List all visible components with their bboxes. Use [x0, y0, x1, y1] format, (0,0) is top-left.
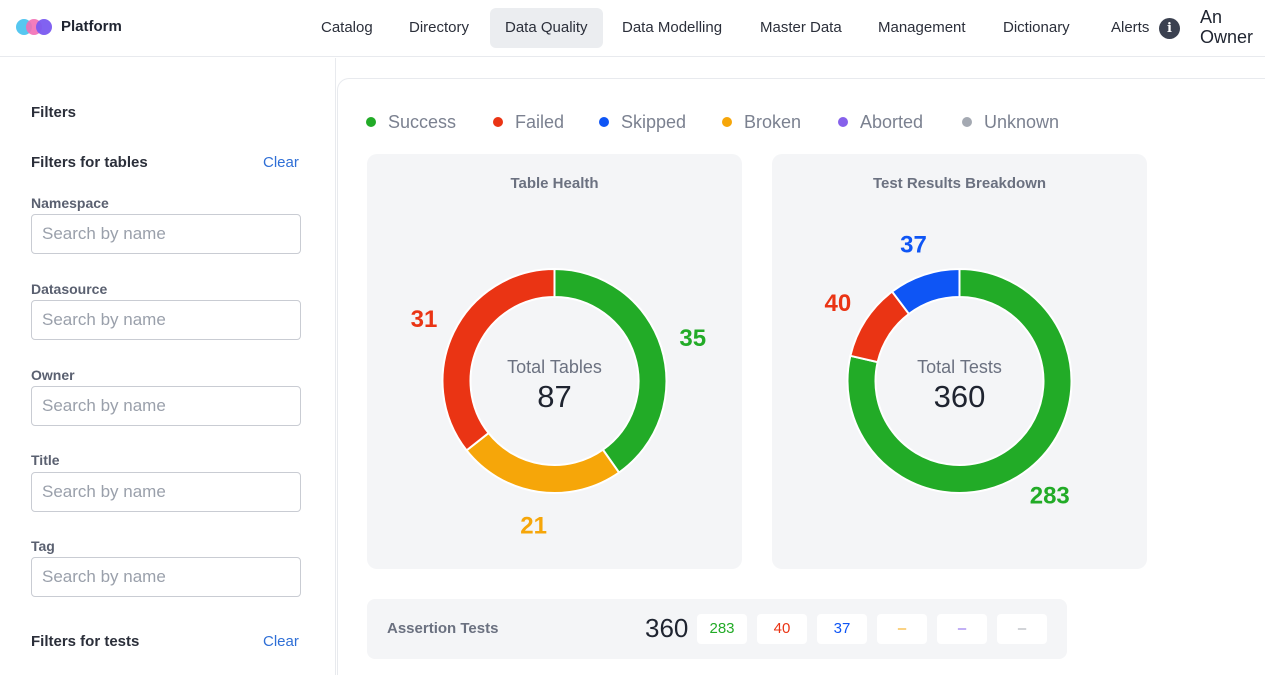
legend-item-failed[interactable]: Failed — [493, 110, 564, 134]
clear-table-filters-button[interactable]: Clear — [263, 154, 299, 171]
legend-label: Failed — [515, 112, 565, 132]
donut-slice-broken[interactable] — [465, 431, 621, 494]
slice-value-label-skipped: 37 — [900, 231, 927, 258]
assertion-broken-count: – — [877, 614, 927, 644]
donut-center-value: 87 — [537, 379, 571, 414]
legend-item-unknown[interactable]: Unknown — [962, 110, 1059, 134]
legend-label: Success — [388, 112, 457, 132]
nav-directory[interactable]: Directory — [409, 19, 470, 36]
broken-dot-icon — [722, 117, 732, 127]
assertion-success-count: 283 — [697, 614, 747, 644]
legend-label: Skipped — [621, 112, 687, 132]
platform-logo-icon[interactable] — [15, 17, 55, 37]
legend-label: Aborted — [860, 112, 924, 132]
datasource-search-input[interactable] — [31, 300, 301, 340]
nav-dictionary[interactable]: Dictionary — [1003, 19, 1070, 36]
assertion-tests-row[interactable]: Assertion Tests 360 283 40 37 – – – — [367, 599, 1067, 659]
legend-item-broken[interactable]: Broken — [722, 110, 801, 134]
donut-slice-success[interactable] — [846, 267, 1073, 494]
table-health-card: Table Health 35 21 31 Total Tables 87 — [367, 154, 742, 569]
slice-value-label-failed: 31 — [411, 306, 438, 333]
owner-label: Owner — [31, 367, 75, 383]
namespace-search-input[interactable] — [31, 214, 301, 254]
test-results-title: Test Results Breakdown — [872, 175, 1047, 192]
slice-value-label-failed: 40 — [825, 290, 852, 317]
nav-master-data[interactable]: Master Data — [760, 19, 842, 36]
table-health-title: Table Health — [510, 175, 599, 192]
assertion-failed-count: 40 — [757, 614, 807, 644]
donut-center-label: Total Tests — [917, 357, 1002, 377]
success-dot-icon — [366, 117, 376, 127]
donut-center-value: 360 — [934, 379, 986, 414]
assertion-tests-label: Assertion Tests — [387, 620, 499, 637]
assertion-aborted-count: – — [937, 614, 987, 644]
slice-value-label-success: 283 — [1030, 482, 1070, 509]
datasource-label: Datasource — [31, 281, 108, 297]
nav-alerts[interactable]: Alerts — [1111, 19, 1150, 36]
tag-search-input[interactable] — [31, 557, 301, 597]
donut-slice-skipped[interactable] — [890, 267, 961, 316]
assertion-unknown-count: – — [997, 614, 1047, 644]
donut-slice-success[interactable] — [553, 267, 668, 474]
assertion-skipped-count: 37 — [817, 614, 867, 644]
legend-item-skipped[interactable]: Skipped — [599, 110, 686, 134]
user-menu[interactable]: An Owner — [1200, 7, 1265, 47]
legend-label: Unknown — [984, 112, 1060, 132]
slice-value-label-success: 35 — [679, 325, 706, 352]
assertion-tests-total: 360 — [645, 613, 689, 643]
donut-center-label: Total Tables — [507, 357, 602, 377]
nav-data-quality[interactable]: Data Quality — [490, 8, 603, 48]
aborted-dot-icon — [838, 117, 848, 127]
info-icon[interactable]: i — [1159, 18, 1180, 39]
namespace-label: Namespace — [31, 195, 109, 211]
filters-for-tests-heading: Filters for tests — [31, 633, 140, 650]
title-search-input[interactable] — [31, 472, 301, 512]
filters-sidebar — [0, 58, 336, 675]
failed-dot-icon — [493, 117, 503, 127]
brand-name[interactable]: Platform — [61, 18, 122, 35]
legend-label: Broken — [744, 112, 802, 132]
filters-title: Filters — [31, 104, 77, 121]
unknown-dot-icon — [962, 117, 972, 127]
tag-label: Tag — [31, 538, 55, 554]
nav-management[interactable]: Management — [878, 19, 966, 36]
title-label: Title — [31, 452, 60, 468]
slice-value-label-broken: 21 — [520, 512, 547, 539]
nav-catalog[interactable]: Catalog — [321, 19, 373, 36]
user-name-last: Owner — [1200, 27, 1254, 47]
filters-for-tables-heading: Filters for tables — [31, 154, 148, 171]
donut-slice-failed[interactable] — [441, 267, 556, 452]
test-results-card: Test Results Breakdown 283 40 37 Total Test… — [772, 154, 1147, 569]
skipped-dot-icon — [599, 117, 609, 127]
owner-search-input[interactable] — [31, 386, 301, 426]
legend-item-success[interactable]: Success — [366, 110, 456, 134]
user-name-first: An — [1200, 7, 1223, 27]
top-navigation-bar: Platform Catalog Directory Data Quality … — [0, 0, 1265, 57]
clear-test-filters-button[interactable]: Clear — [263, 633, 299, 650]
data-quality-dashboard — [337, 78, 1265, 675]
legend-item-aborted[interactable]: Aborted — [838, 110, 923, 134]
nav-data-modelling[interactable]: Data Modelling — [622, 19, 723, 36]
